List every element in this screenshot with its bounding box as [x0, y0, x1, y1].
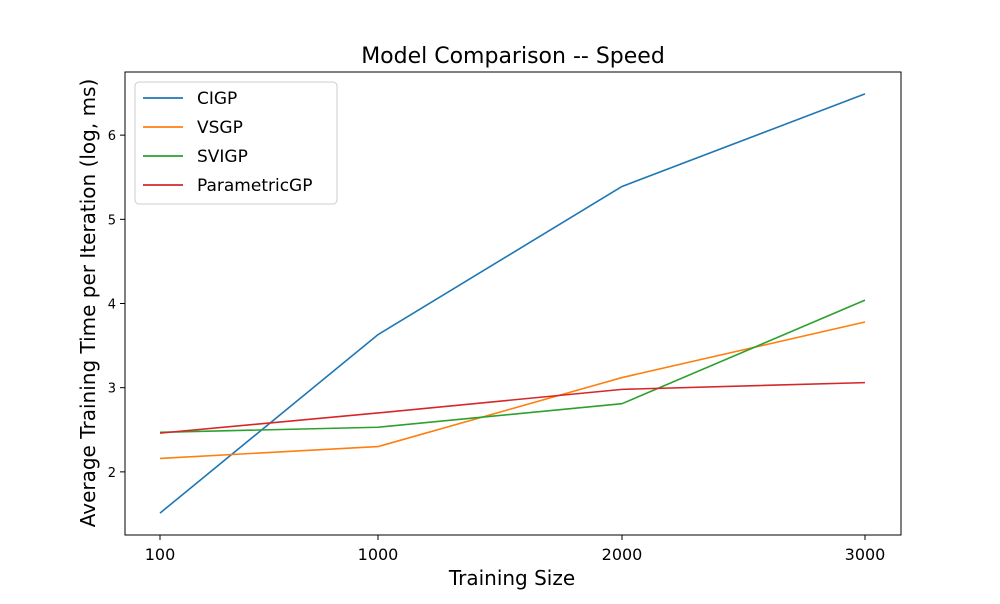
series-line-parametricgp [159, 381, 866, 434]
legend-box [134, 81, 338, 205]
x-axis-ticks: 100 1000 2000 3000 [145, 535, 886, 564]
legend-label: SVIGP [197, 147, 248, 167]
chart-title: Model Comparison -- Speed [361, 44, 665, 69]
series-lines [159, 93, 866, 514]
legend-label: CIGP [197, 89, 237, 109]
series-line-svigp [159, 299, 866, 434]
y-tick-label: 3 [108, 382, 116, 397]
x-tick-label: 3000 [845, 545, 886, 564]
y-axis-ticks: 2 3 4 5 6 [108, 129, 125, 481]
legend-label: ParametricGP [197, 176, 312, 196]
plot-area-frame [124, 71, 902, 536]
y-tick-label: 4 [108, 298, 116, 313]
y-tick-label: 6 [108, 129, 116, 144]
y-tick-label: 2 [108, 466, 116, 481]
x-tick-label: 100 [145, 545, 176, 564]
x-tick-label: 2000 [602, 545, 643, 564]
legend-label: VSGP [197, 118, 243, 138]
y-axis-label: Average Training Time per Iteration (log… [76, 79, 100, 528]
series-line-vsgp [159, 321, 866, 460]
x-tick-label: 1000 [358, 545, 399, 564]
series-line-cigp [159, 93, 866, 514]
legend: CIGP VSGP SVIGP ParametricGP [134, 81, 338, 205]
y-tick-label: 5 [108, 213, 116, 228]
x-axis-label: Training Size [448, 566, 575, 590]
